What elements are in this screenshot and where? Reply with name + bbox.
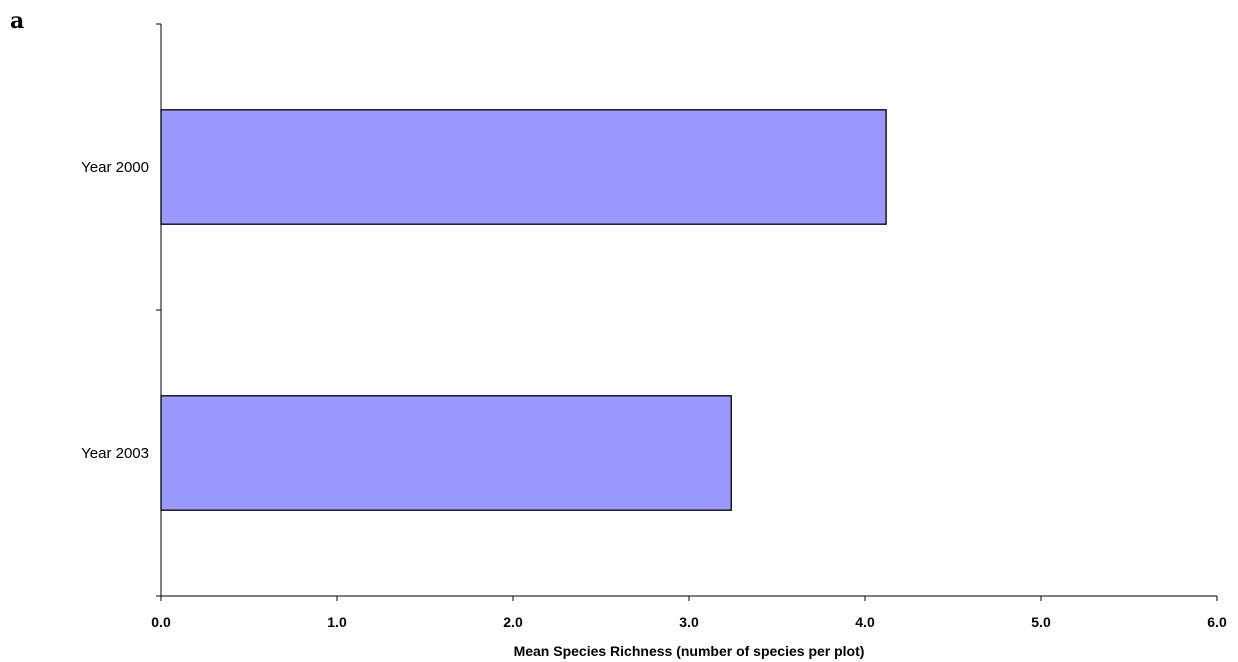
x-tick-label: 1.0 <box>327 614 347 630</box>
x-axis-title: Mean Species Richness (number of species… <box>514 643 865 659</box>
x-tick-label: 5.0 <box>1031 614 1051 630</box>
bar-year-2003 <box>160 395 732 511</box>
category-label: Year 2000 <box>81 159 149 176</box>
x-tick-label: 2.0 <box>503 614 523 630</box>
x-tick-label: 4.0 <box>855 614 875 630</box>
panel-label: a <box>10 8 25 34</box>
x-tick-label: 6.0 <box>1207 614 1227 630</box>
x-tick-label: 0.0 <box>151 614 171 630</box>
bar-year-2000 <box>160 109 887 225</box>
category-label: Year 2003 <box>81 445 149 462</box>
x-tick-label: 3.0 <box>679 614 699 630</box>
